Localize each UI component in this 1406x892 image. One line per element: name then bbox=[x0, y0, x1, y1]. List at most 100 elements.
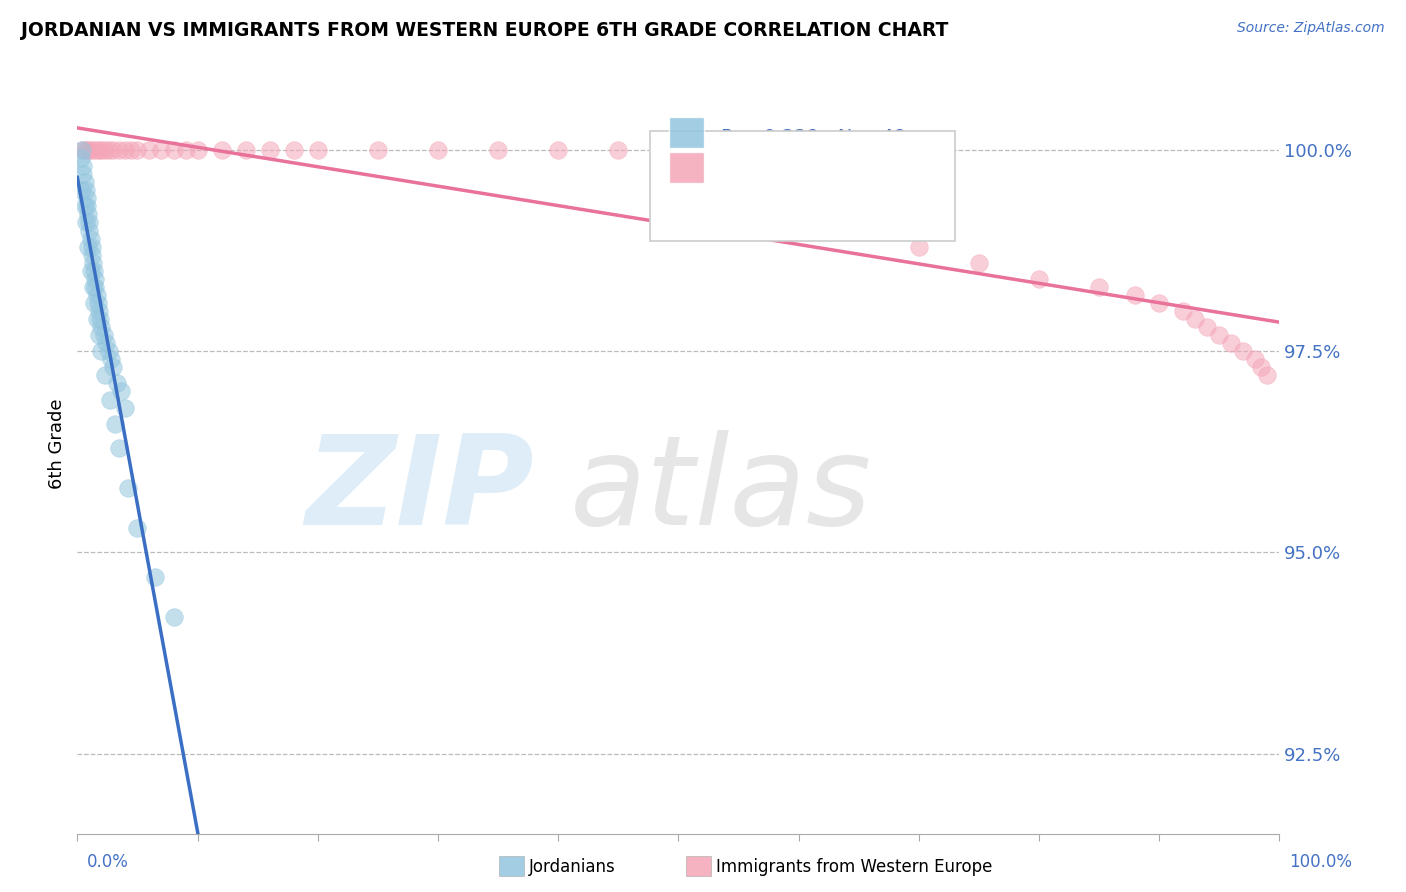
Point bbox=[1088, 280, 1111, 294]
Point bbox=[83, 296, 105, 310]
Point bbox=[76, 191, 98, 205]
Point bbox=[80, 239, 103, 253]
Point bbox=[104, 417, 127, 431]
Point bbox=[70, 143, 93, 157]
Point bbox=[79, 264, 101, 278]
Point bbox=[90, 344, 112, 359]
Point bbox=[72, 167, 94, 181]
Point bbox=[908, 239, 931, 253]
Text: Source: ZipAtlas.com: Source: ZipAtlas.com bbox=[1237, 21, 1385, 35]
Point bbox=[211, 143, 233, 157]
Point bbox=[76, 143, 98, 157]
Text: JORDANIAN VS IMMIGRANTS FROM WESTERN EUROPE 6TH GRADE CORRELATION CHART: JORDANIAN VS IMMIGRANTS FROM WESTERN EUR… bbox=[21, 21, 949, 39]
Point bbox=[86, 288, 108, 302]
Text: ZIP: ZIP bbox=[305, 430, 534, 551]
Point bbox=[96, 336, 118, 351]
Point bbox=[82, 280, 104, 294]
Point bbox=[186, 143, 209, 157]
Point bbox=[90, 320, 112, 334]
Text: Immigrants from Western Europe: Immigrants from Western Europe bbox=[716, 858, 993, 876]
Point bbox=[367, 143, 389, 157]
Point bbox=[89, 312, 111, 326]
Point bbox=[84, 280, 107, 294]
Point bbox=[150, 143, 173, 157]
Point bbox=[259, 143, 281, 157]
Point bbox=[77, 239, 100, 253]
Point bbox=[82, 256, 104, 270]
Point bbox=[1173, 304, 1195, 318]
Point bbox=[108, 143, 131, 157]
Point bbox=[1220, 336, 1243, 351]
Point bbox=[75, 215, 97, 229]
Text: R = 0.229   N = 49: R = 0.229 N = 49 bbox=[720, 128, 905, 147]
Point bbox=[87, 143, 110, 157]
Point bbox=[787, 183, 810, 197]
Point bbox=[105, 376, 128, 391]
Y-axis label: 6th Grade: 6th Grade bbox=[48, 399, 66, 489]
Point bbox=[1208, 328, 1230, 343]
Point bbox=[103, 143, 125, 157]
Point bbox=[103, 360, 125, 375]
Point bbox=[1149, 296, 1171, 310]
Point bbox=[86, 312, 108, 326]
Point bbox=[162, 143, 184, 157]
Point bbox=[79, 143, 101, 157]
Point bbox=[84, 143, 107, 157]
Point bbox=[486, 143, 509, 157]
Point bbox=[87, 304, 110, 318]
Point bbox=[70, 143, 93, 157]
Point bbox=[108, 441, 131, 455]
Point bbox=[235, 143, 257, 157]
Text: 100.0%: 100.0% bbox=[1289, 853, 1353, 871]
Point bbox=[70, 183, 93, 197]
Point bbox=[1197, 320, 1219, 334]
Point bbox=[120, 143, 142, 157]
Point bbox=[127, 143, 149, 157]
Point bbox=[75, 183, 97, 197]
Point bbox=[283, 143, 305, 157]
Point bbox=[114, 143, 136, 157]
Text: Jordanians: Jordanians bbox=[529, 858, 616, 876]
Point bbox=[72, 159, 94, 173]
Point bbox=[73, 175, 96, 189]
Text: R = 0.472   N = 49: R = 0.472 N = 49 bbox=[720, 162, 905, 182]
Point bbox=[94, 143, 117, 157]
Point bbox=[80, 143, 103, 157]
Point bbox=[967, 256, 990, 270]
Point bbox=[79, 231, 101, 245]
Point bbox=[73, 199, 96, 213]
Point bbox=[87, 296, 110, 310]
Point bbox=[145, 569, 167, 583]
Point bbox=[307, 143, 329, 157]
Point bbox=[87, 328, 110, 343]
Point bbox=[80, 248, 103, 262]
Point bbox=[97, 344, 120, 359]
Point bbox=[70, 151, 93, 165]
Point bbox=[98, 392, 121, 407]
Point bbox=[1123, 288, 1146, 302]
Point bbox=[73, 143, 96, 157]
Point bbox=[110, 384, 132, 399]
Point bbox=[127, 521, 149, 535]
Point bbox=[174, 143, 197, 157]
Point bbox=[138, 143, 160, 157]
Point bbox=[76, 199, 98, 213]
Point bbox=[427, 143, 450, 157]
Point bbox=[90, 143, 112, 157]
Point bbox=[848, 215, 870, 229]
Point bbox=[727, 143, 749, 157]
Point bbox=[1028, 272, 1050, 286]
Point bbox=[117, 481, 139, 495]
Point bbox=[83, 264, 105, 278]
Point bbox=[1256, 368, 1278, 383]
Point bbox=[79, 223, 101, 237]
Point bbox=[1244, 352, 1267, 367]
Point bbox=[668, 143, 690, 157]
Point bbox=[93, 328, 115, 343]
Point bbox=[607, 143, 630, 157]
Point bbox=[79, 215, 101, 229]
Text: atlas: atlas bbox=[571, 430, 872, 551]
Point bbox=[1184, 312, 1206, 326]
Point bbox=[84, 272, 107, 286]
Point bbox=[1232, 344, 1254, 359]
